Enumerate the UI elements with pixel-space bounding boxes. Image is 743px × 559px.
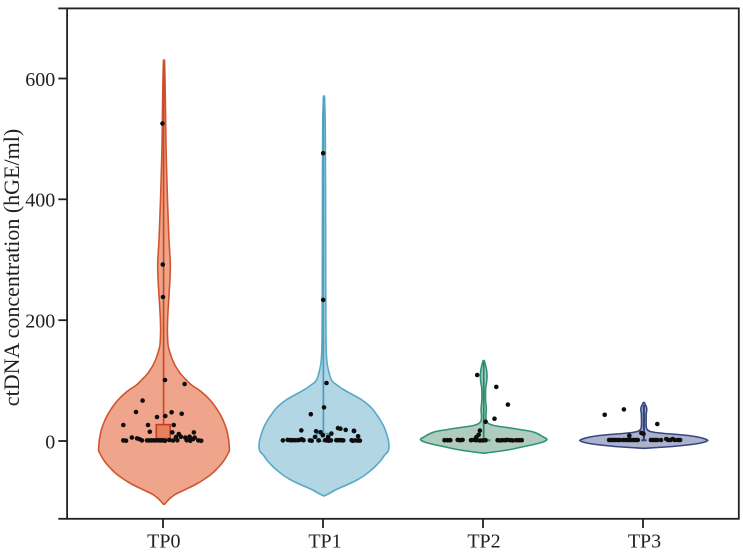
svg-text:600: 600 — [25, 69, 55, 91]
svg-text:400: 400 — [25, 190, 55, 212]
svg-text:TP0: TP0 — [147, 530, 180, 552]
svg-text:TP1: TP1 — [308, 530, 341, 552]
svg-text:0: 0 — [45, 431, 55, 453]
svg-text:ctDNA concentration (hGE/ml): ctDNA concentration (hGE/ml) — [0, 129, 24, 406]
svg-text:TP2: TP2 — [467, 530, 500, 552]
svg-text:200: 200 — [25, 311, 55, 333]
svg-text:TP3: TP3 — [628, 530, 661, 552]
